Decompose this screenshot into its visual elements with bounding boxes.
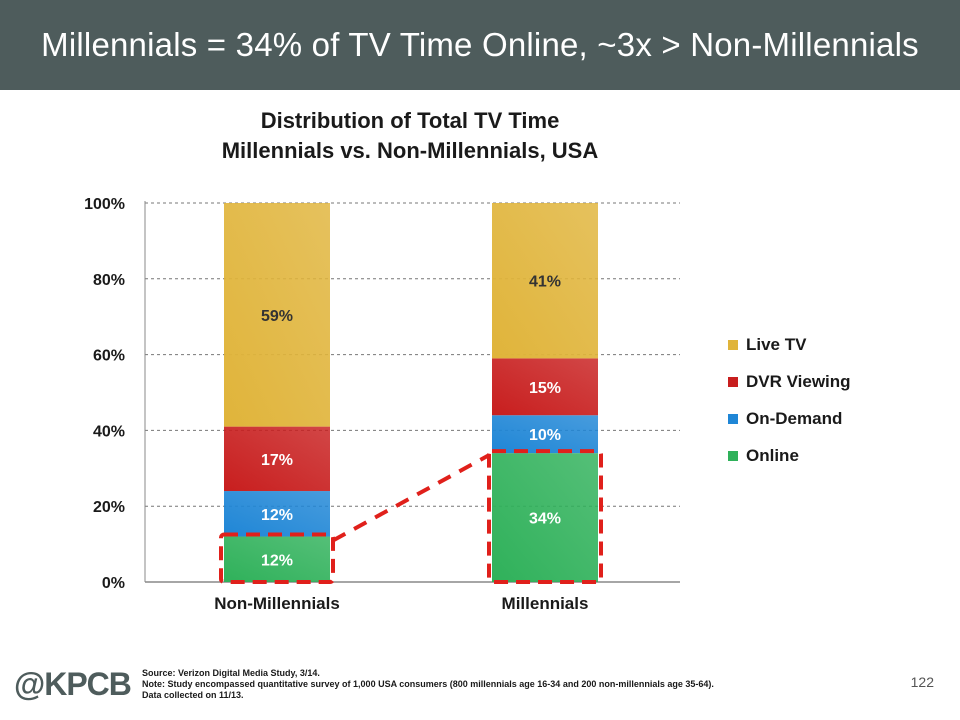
data-label: 41%	[529, 274, 561, 291]
legend-swatch	[728, 376, 738, 387]
legend-label: Online	[746, 445, 799, 465]
y-tick-label: 60%	[93, 348, 125, 365]
x-tick-label: Non-Millennials	[214, 594, 340, 613]
x-tick-label: Millennials	[502, 594, 589, 613]
bar-segment	[224, 203, 330, 427]
data-label: 34%	[529, 511, 561, 528]
legend-item: Live TV	[728, 326, 851, 363]
slide-title: Millennials = 34% of TV Time Online, ~3x…	[41, 26, 919, 63]
bar-segment	[492, 453, 598, 582]
bar-segment	[224, 491, 330, 537]
source-note: Source: Verizon Digital Media Study, 3/1…	[142, 668, 320, 678]
page-number: 122	[910, 674, 934, 690]
legend-item: On-Demand	[728, 400, 851, 437]
legend-swatch	[728, 450, 738, 461]
highlight-box	[219, 532, 335, 585]
data-label: 59%	[261, 308, 293, 325]
y-tick-label: 40%	[93, 423, 125, 440]
legend-swatch	[728, 339, 738, 350]
bar-segment	[492, 203, 598, 359]
data-collected-note: Data collected on 11/13.	[142, 690, 244, 700]
data-label: 10%	[529, 427, 561, 444]
data-label: 12%	[261, 507, 293, 524]
y-tick-label: 100%	[84, 196, 125, 213]
legend-item: DVR Viewing	[728, 363, 851, 400]
bar-segment	[224, 426, 330, 492]
bar-segment	[492, 358, 598, 416]
kpcb-logo: @KPCB	[14, 666, 132, 702]
chart-title-block: Distribution of Total TV Time Millennial…	[110, 106, 710, 166]
chart-title: Distribution of Total TV Time	[260, 108, 560, 133]
data-label: 12%	[261, 552, 293, 569]
highlight-box	[487, 449, 603, 585]
legend-label: Live TV	[746, 334, 807, 354]
legend-label: On-Demand	[746, 408, 843, 428]
legend-item: Online	[728, 437, 851, 474]
data-label: 15%	[529, 380, 561, 397]
highlight-connector	[332, 453, 490, 543]
footer-notes: Source: Verizon Digital Media Study, 3/1…	[142, 668, 822, 701]
y-tick-label: 0%	[102, 575, 125, 592]
slide-banner: Millennials = 34% of TV Time Online, ~3x…	[0, 0, 960, 90]
legend-label: DVR Viewing	[746, 371, 851, 391]
chart-subtitle: Millennials vs. Non-Millennials, USA	[221, 138, 599, 163]
y-tick-label: 80%	[93, 272, 125, 289]
data-label: 17%	[261, 452, 293, 469]
y-tick-label: 20%	[93, 499, 125, 516]
bar-segment	[492, 415, 598, 454]
legend-swatch	[728, 413, 738, 424]
study-note: Note: Study encompassed quantitative sur…	[142, 679, 714, 689]
chart-legend: Live TV DVR Viewing On-Demand Online	[728, 326, 851, 474]
bar-segment	[224, 536, 330, 582]
